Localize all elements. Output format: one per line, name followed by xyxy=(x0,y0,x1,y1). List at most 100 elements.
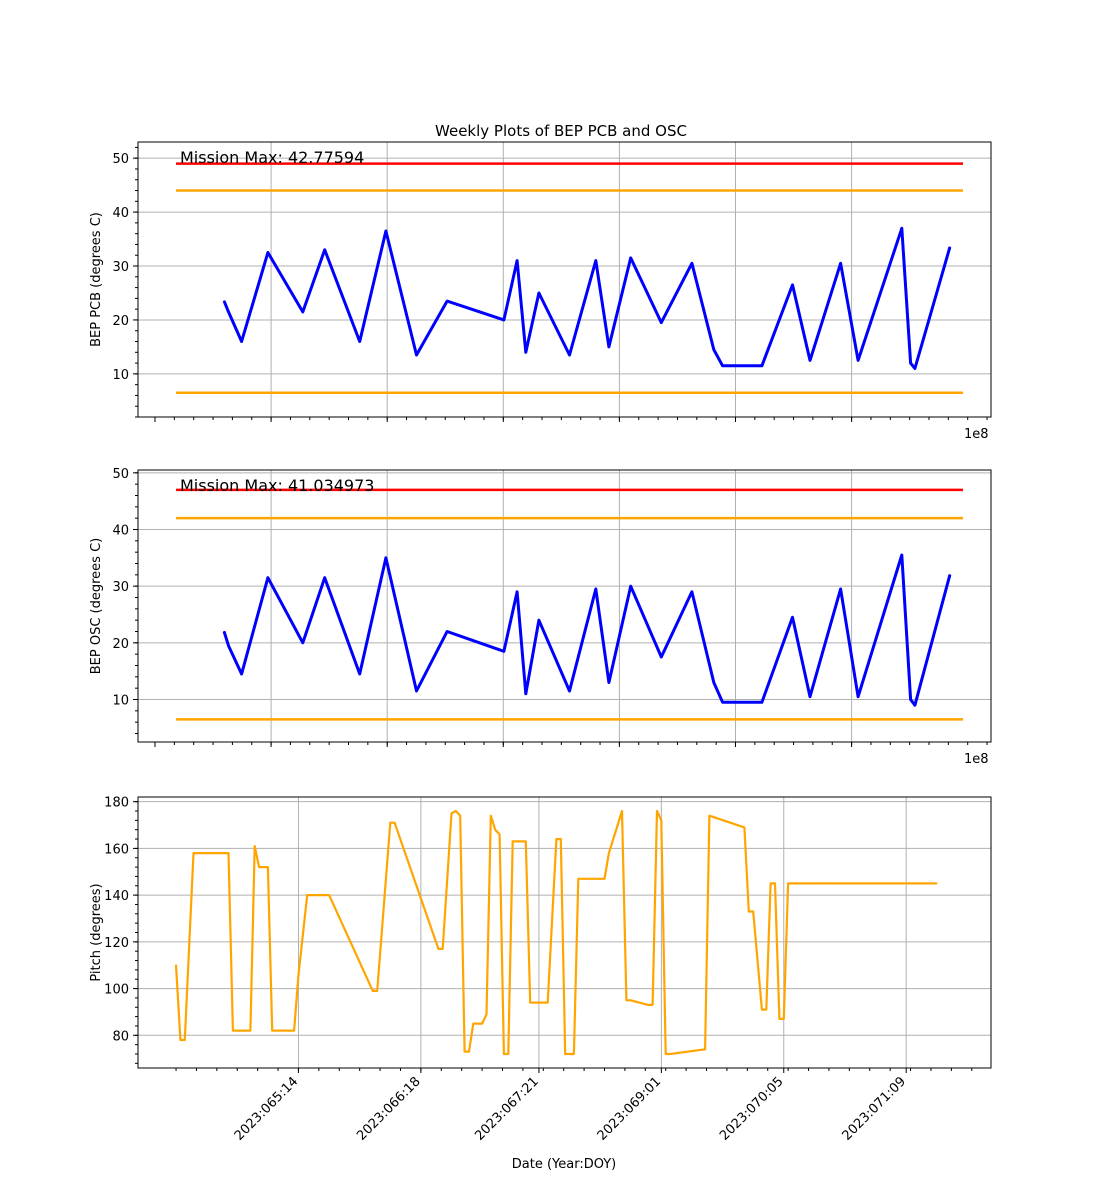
data-point xyxy=(573,1053,575,1055)
y-tick-label: 180 xyxy=(104,796,129,811)
data-point xyxy=(778,1018,781,1020)
data-point xyxy=(446,630,448,633)
data-point xyxy=(232,1029,234,1032)
axes-frame xyxy=(137,141,992,418)
data-point xyxy=(905,882,907,885)
data-point xyxy=(227,852,230,854)
data-point xyxy=(197,852,199,854)
data-point xyxy=(839,588,842,590)
data-point xyxy=(791,616,794,619)
data-point xyxy=(223,300,225,302)
data-point xyxy=(857,359,859,362)
data-point xyxy=(253,845,256,847)
data-point xyxy=(511,840,514,843)
data-point xyxy=(415,354,418,356)
data-point xyxy=(787,882,789,885)
data-point xyxy=(909,362,912,364)
data-point xyxy=(660,656,663,658)
data-point xyxy=(909,882,912,885)
data-point xyxy=(809,695,811,698)
data-point xyxy=(594,588,597,590)
data-point xyxy=(765,1008,768,1011)
x-tick-label: 2023:065:14 xyxy=(232,1074,301,1143)
data-point xyxy=(271,1029,274,1032)
y-tick-label: 40 xyxy=(112,206,129,221)
data-point xyxy=(747,910,750,913)
data-point xyxy=(743,826,746,829)
data-point xyxy=(603,877,606,880)
data-point xyxy=(782,1018,785,1020)
data-point xyxy=(455,810,457,812)
data-point xyxy=(691,591,693,593)
data-point xyxy=(559,838,562,840)
data-point xyxy=(594,259,597,262)
data-point xyxy=(358,673,361,675)
y-tick-label: 140 xyxy=(104,889,129,904)
y-tick-label: 10 xyxy=(112,694,129,709)
x-tick-label: 2023:069:01 xyxy=(595,1074,664,1143)
axes-bep-pcb: 10 20 30 40 50 xyxy=(112,141,992,422)
data-point xyxy=(713,681,715,684)
y-tick-label: 30 xyxy=(112,260,129,275)
marks-bep-pcb xyxy=(176,162,964,394)
data-point xyxy=(240,340,243,343)
data-point xyxy=(179,1039,182,1041)
data-point xyxy=(660,321,663,324)
data-point xyxy=(441,948,444,950)
data-point xyxy=(240,673,243,675)
data-point xyxy=(664,1053,667,1055)
x-tick-label: 2023:071:09 xyxy=(840,1074,909,1143)
data-point xyxy=(546,1001,549,1004)
data-point xyxy=(621,810,623,812)
data-point xyxy=(446,300,448,302)
data-point xyxy=(708,814,711,817)
data-point xyxy=(861,882,864,885)
data-point xyxy=(721,701,724,704)
data-point xyxy=(249,1029,252,1032)
data-point xyxy=(503,1053,505,1055)
offset-text-bep-osc: 1e8 xyxy=(964,752,989,767)
data-point xyxy=(267,866,269,868)
data-point xyxy=(393,821,396,824)
axes-frame xyxy=(137,469,992,743)
data-point xyxy=(935,882,938,885)
data-point xyxy=(866,882,868,885)
data-point xyxy=(538,292,540,294)
data-point xyxy=(472,1022,475,1025)
data-point xyxy=(752,910,754,913)
data-point xyxy=(503,650,505,653)
axes-bep-osc: 10 20 30 40 50 xyxy=(112,467,992,747)
data-point xyxy=(227,311,230,313)
series-line xyxy=(222,553,952,707)
data-point xyxy=(704,1048,706,1051)
data-point xyxy=(608,346,610,348)
data-point xyxy=(297,973,300,976)
data-point xyxy=(385,230,387,232)
grid-bep-osc xyxy=(138,470,991,742)
data-point xyxy=(328,894,330,896)
data-point xyxy=(323,249,326,251)
data-point xyxy=(503,319,505,321)
data-point xyxy=(371,990,374,992)
data-point xyxy=(608,852,610,854)
data-point xyxy=(267,576,269,579)
data-point xyxy=(376,990,378,992)
data-point xyxy=(949,246,951,248)
marks-bep-osc xyxy=(176,488,964,721)
data-point xyxy=(529,1001,531,1004)
data-point xyxy=(192,852,195,854)
data-point xyxy=(223,630,225,633)
data-point xyxy=(267,251,269,254)
xlabel-pitch: Date (Year:DOY) xyxy=(512,1157,617,1172)
data-point xyxy=(857,695,859,698)
data-point xyxy=(507,1053,510,1055)
data-point xyxy=(809,359,811,362)
data-point xyxy=(358,340,361,343)
y-tick-label: 20 xyxy=(112,314,129,329)
data-point xyxy=(481,1022,483,1025)
y-tick-label: 80 xyxy=(112,1029,129,1044)
data-point xyxy=(651,1004,654,1006)
data-point xyxy=(468,1050,470,1053)
y-tick-label: 50 xyxy=(112,467,129,482)
data-point xyxy=(713,348,715,351)
